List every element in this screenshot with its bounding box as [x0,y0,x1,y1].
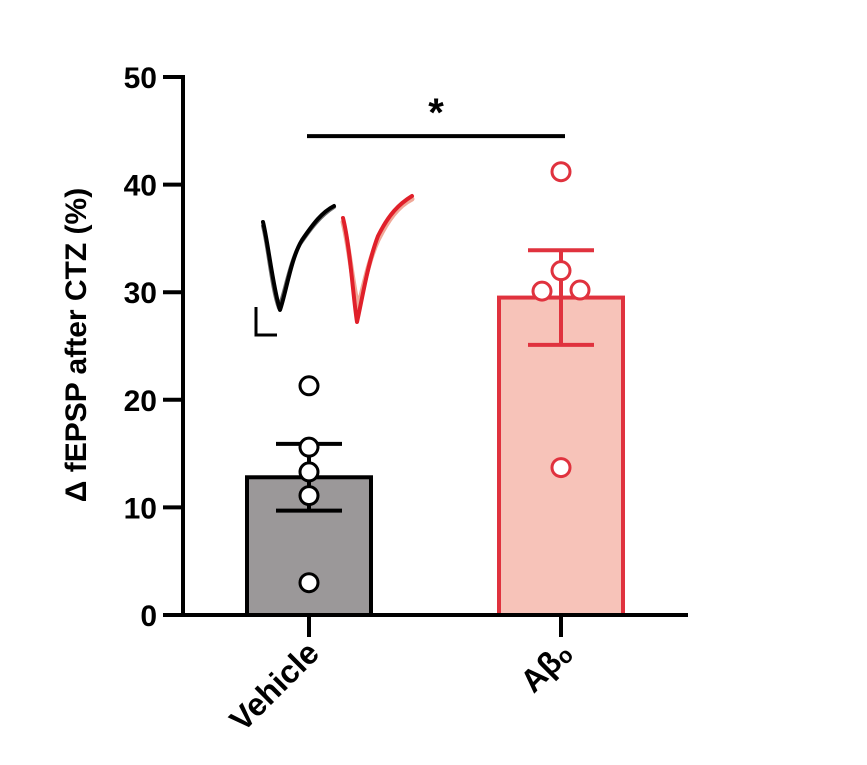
significance-star: * [428,91,444,135]
y-tick-label-50: 50 [124,62,157,95]
trace-abo-ctz [341,194,414,324]
scale-bar [254,307,277,337]
x-tick-label-1: Aβₒ [513,634,578,699]
x-tick-label-0: Vehicle [223,634,326,737]
data-point-1-4 [550,457,572,479]
trace-vehicle-control [261,205,336,310]
data-point-0-0 [298,375,320,397]
trace-vehicle-ctz [261,204,336,312]
data-point-0-1 [298,436,320,458]
y-tick-label-40: 40 [124,170,157,203]
y-tick-label-20: 20 [124,385,157,418]
y-tick-label-30: 30 [124,277,157,310]
y-axis-title: Δ fEPSP after CTZ (%) [60,188,93,502]
y-tick-label-0: 0 [140,600,157,633]
data-point-1-3 [569,279,591,301]
plot-area: * [245,91,625,617]
data-point-0-4 [298,572,320,594]
data-point-1-2 [531,280,553,302]
data-point-1-0 [550,161,572,183]
fepsp-trace-insets [254,194,415,337]
y-tick-label-10: 10 [124,492,157,525]
data-point-0-3 [298,485,320,507]
data-point-1-1 [550,260,572,282]
data-point-0-2 [298,461,320,483]
